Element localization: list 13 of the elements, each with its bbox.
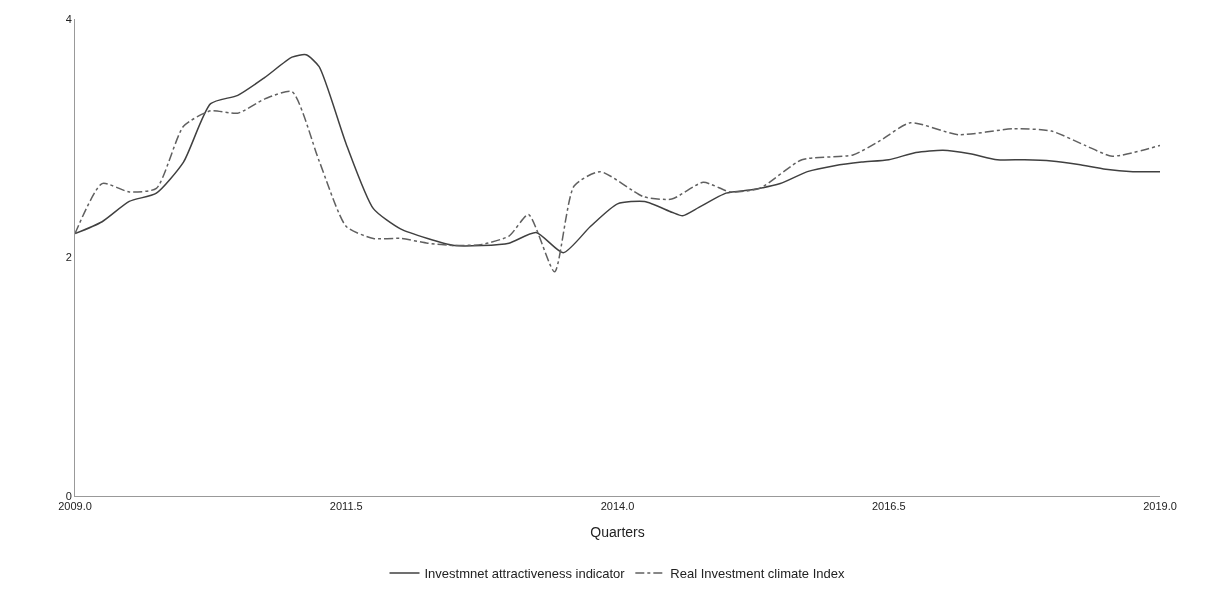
line-series — [75, 53, 1160, 254]
x-tick-label: 2019.0 — [1143, 500, 1177, 513]
y-tick-label: 4 — [65, 12, 72, 25]
legend-label: Investmnet attractiveness indicator — [424, 566, 626, 582]
line-series — [75, 90, 1160, 273]
legend-label: Real Investment climate Index — [670, 566, 845, 582]
y-tick-label: 2 — [65, 251, 72, 264]
x-tick-label: 2014.0 — [600, 500, 635, 513]
y-tick-label: 0 — [65, 489, 72, 502]
x-tick-label: 2016.5 — [871, 500, 906, 513]
x-tick-label: 2009.0 — [58, 500, 92, 513]
x-axis-title: Quarters — [590, 523, 645, 540]
x-tick-label: 2011.5 — [329, 500, 363, 513]
